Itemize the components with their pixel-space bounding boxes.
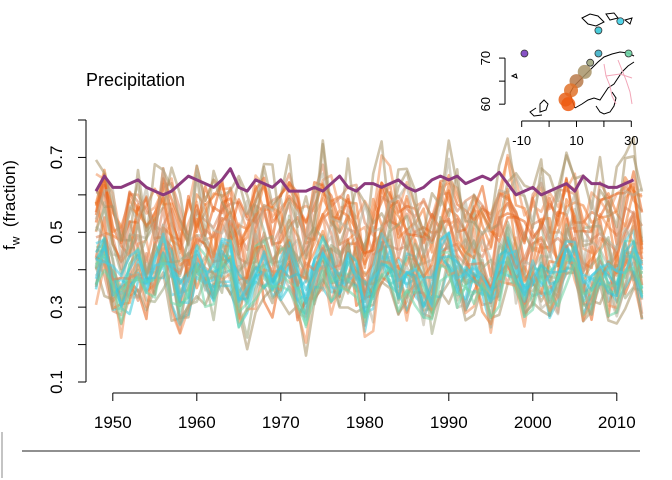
station-marker <box>624 49 633 58</box>
x-tick-label: 1950 <box>94 413 132 432</box>
station-marker <box>561 97 576 112</box>
x-tick-label: 1960 <box>178 413 216 432</box>
series-line <box>94 157 643 274</box>
x-tick-label: 1970 <box>262 413 300 432</box>
inset-x-tick-label: 10 <box>569 133 583 148</box>
x-tick-label: 2010 <box>598 413 636 432</box>
inset-y-tick-label: 70 <box>478 51 493 65</box>
x-tick-label: 1980 <box>346 413 384 432</box>
x-tick-label: 2000 <box>514 413 552 432</box>
series-line <box>94 253 644 329</box>
y-tick-label: 0.5 <box>47 220 66 244</box>
y-tick-label: 0.3 <box>47 295 66 319</box>
series-line <box>95 231 644 308</box>
y-tick-label: 0.7 <box>47 146 66 170</box>
station-marker <box>594 49 603 58</box>
coastline <box>539 99 549 113</box>
x-tick-label: 1990 <box>430 413 468 432</box>
coastline <box>574 61 635 109</box>
coastline <box>605 12 619 21</box>
inset-map: 60 70 -10 10 30 <box>478 12 639 148</box>
series-line <box>94 242 644 344</box>
inset-x-tick-label: -10 <box>512 133 531 148</box>
inset-x-tick-label: 30 <box>624 133 638 148</box>
coastline <box>595 91 617 115</box>
series-line <box>94 137 644 252</box>
station-marker <box>520 49 529 58</box>
inset-y-tick-label: 60 <box>478 97 493 111</box>
country-border <box>603 63 617 105</box>
background-series-group <box>94 135 644 357</box>
highlight-series-line <box>94 167 635 197</box>
station-marker <box>586 58 595 67</box>
station-marker <box>577 64 592 79</box>
coastline <box>529 107 543 117</box>
station-marker <box>594 26 603 35</box>
chart-title: Precipitation <box>86 70 186 90</box>
series-line <box>94 167 644 263</box>
station-marker <box>616 17 625 26</box>
y-tick-label: 0.1 <box>47 370 66 394</box>
country-border <box>605 73 633 79</box>
country-border <box>617 59 633 105</box>
coastline <box>623 17 633 25</box>
coastline <box>510 73 518 79</box>
coastline <box>581 13 605 27</box>
